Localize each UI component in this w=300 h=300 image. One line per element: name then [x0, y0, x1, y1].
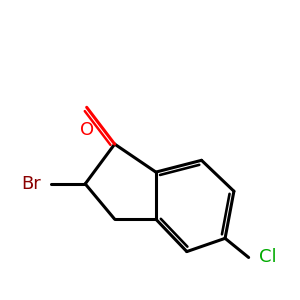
- Text: Cl: Cl: [259, 248, 277, 266]
- Text: Br: Br: [21, 175, 41, 193]
- Text: O: O: [80, 121, 94, 139]
